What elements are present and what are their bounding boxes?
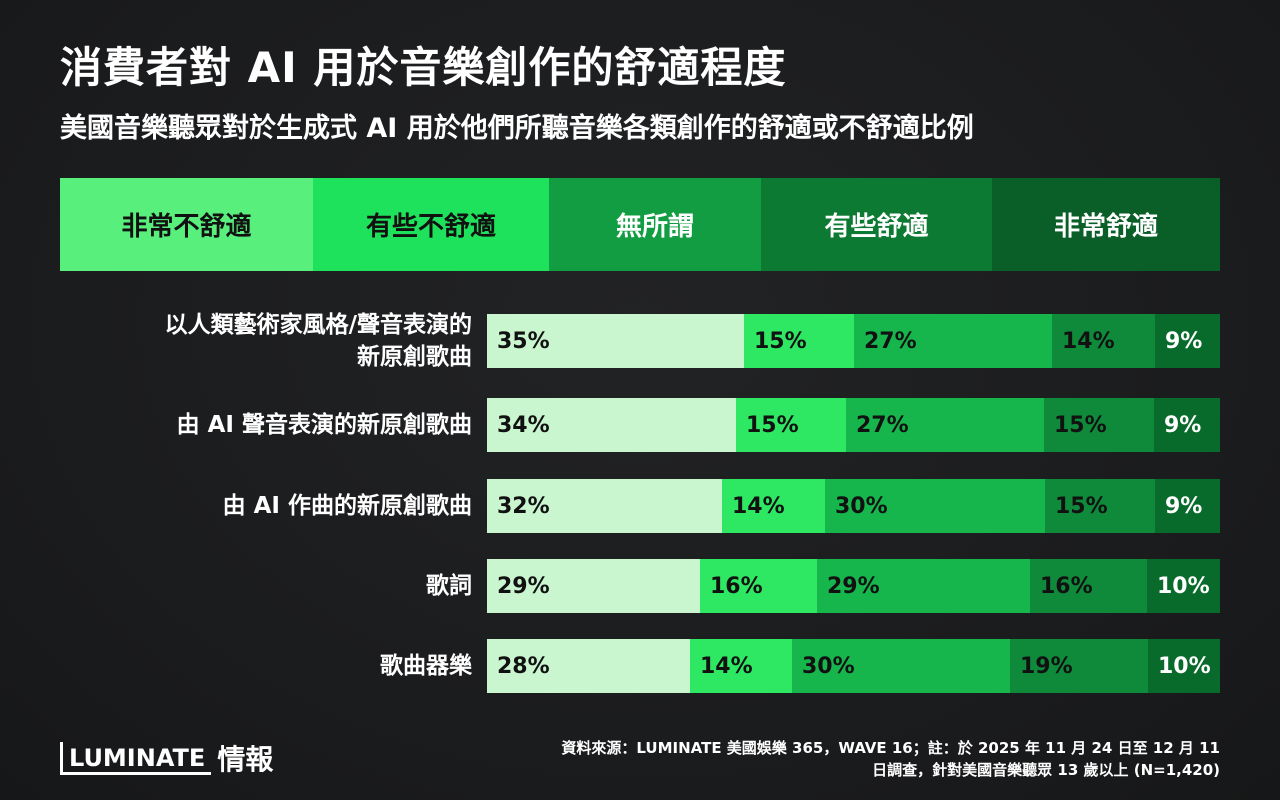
bar-segment: 9%: [1155, 479, 1220, 533]
stacked-bar-2: 34% 15% 27% 15% 9%: [487, 398, 1220, 452]
data-label: 27%: [864, 328, 917, 354]
bar-segment: 16%: [700, 559, 817, 613]
legend-item-4: 有些舒適: [761, 178, 992, 271]
data-label: 27%: [856, 412, 909, 438]
data-label: 16%: [1040, 573, 1093, 599]
row-label-line: 以人類藝術家風格/聲音表演的: [164, 312, 472, 338]
row-label-4: 歌詞: [426, 570, 472, 602]
data-label: 28%: [497, 653, 550, 679]
row-label-5: 歌曲器樂: [380, 650, 472, 682]
data-label: 15%: [754, 328, 807, 354]
legend-item-1: 非常不舒適: [60, 178, 313, 271]
data-label: 9%: [1164, 412, 1202, 438]
source-line-1: 資料來源：LUMINATE 美國娛樂 365，WAVE 16；註：於 2025 …: [561, 739, 1220, 757]
legend: 非常不舒適 有些不舒適 無所謂 有些舒適 非常舒適: [60, 178, 1220, 271]
bar-segment: 10%: [1147, 559, 1220, 613]
row-label-line: 新原創歌曲: [357, 344, 472, 370]
bar-segment: 10%: [1148, 639, 1220, 693]
bar-segment: 16%: [1030, 559, 1147, 613]
bar-segment: 35%: [487, 314, 744, 368]
row-label-line: 歌曲器樂: [380, 653, 472, 679]
bar-segment: 15%: [736, 398, 846, 452]
legend-item-3: 無所謂: [549, 178, 761, 271]
data-label: 14%: [700, 653, 753, 679]
data-label: 29%: [827, 573, 880, 599]
bar-segment: 27%: [854, 314, 1052, 368]
data-label: 30%: [835, 493, 888, 519]
data-label: 34%: [497, 412, 550, 438]
row-label-2: 由 AI 聲音表演的新原創歌曲: [177, 409, 472, 441]
data-label: 32%: [497, 493, 550, 519]
logo-wordmark: LUMINATE: [60, 741, 212, 775]
stacked-bar-4: 29% 16% 29% 16% 10%: [487, 559, 1220, 613]
data-label: 16%: [710, 573, 763, 599]
data-label: 15%: [1054, 412, 1107, 438]
source-line-2: 日調查，針對美國音樂聽眾 13 歲以上 (N=1,420): [872, 761, 1220, 779]
bar-segment: 34%: [487, 398, 736, 452]
bar-segment: 15%: [744, 314, 854, 368]
bar-segment: 15%: [1044, 398, 1154, 452]
data-label: 10%: [1158, 653, 1211, 679]
bar-segment: 29%: [487, 559, 700, 613]
data-label: 15%: [1055, 493, 1108, 519]
bar-segment: 14%: [690, 639, 792, 693]
data-label: 15%: [746, 412, 799, 438]
stacked-bar-5: 28% 14% 30% 19% 10%: [487, 639, 1220, 693]
chart-title: 消費者對 AI 用於音樂創作的舒適程度: [60, 43, 787, 92]
luminate-logo: LUMINATE 情報: [60, 738, 273, 778]
data-label: 14%: [1062, 328, 1115, 354]
bar-segment: 14%: [1052, 314, 1155, 368]
data-label: 19%: [1020, 653, 1073, 679]
bar-segment: 30%: [792, 639, 1010, 693]
bar-segment: 9%: [1155, 314, 1220, 368]
stacked-bar-1: 35% 15% 27% 14% 9%: [487, 314, 1220, 368]
bar-segment: 27%: [846, 398, 1044, 452]
data-label: 35%: [497, 328, 550, 354]
data-label: 14%: [732, 493, 785, 519]
data-label: 30%: [802, 653, 855, 679]
chart-subtitle: 美國音樂聽眾對於生成式 AI 用於他們所聽音樂各類創作的舒適或不舒適比例: [60, 113, 974, 144]
bar-segment: 15%: [1045, 479, 1155, 533]
legend-item-5: 非常舒適: [992, 178, 1220, 271]
row-label-line: 歌詞: [426, 573, 472, 599]
data-label: 9%: [1165, 493, 1203, 519]
source-note: 資料來源：LUMINATE 美國娛樂 365，WAVE 16；註：於 2025 …: [520, 737, 1220, 781]
bar-segment: 9%: [1154, 398, 1220, 452]
bar-segment: 29%: [817, 559, 1030, 613]
data-label: 10%: [1157, 573, 1210, 599]
row-label-1: 以人類藝術家風格/聲音表演的新原創歌曲: [165, 309, 472, 373]
row-label-line: 由 AI 作曲的新原創歌曲: [222, 493, 472, 519]
row-label-3: 由 AI 作曲的新原創歌曲: [223, 490, 472, 522]
bar-segment: 28%: [487, 639, 690, 693]
legend-item-2: 有些不舒適: [313, 178, 549, 271]
data-label: 29%: [497, 573, 550, 599]
bar-segment: 14%: [722, 479, 825, 533]
bar-segment: 30%: [825, 479, 1045, 533]
row-label-line: 由 AI 聲音表演的新原創歌曲: [176, 412, 472, 438]
bar-segment: 32%: [487, 479, 722, 533]
logo-suffix: 情報: [217, 743, 274, 776]
stacked-bar-3: 32% 14% 30% 15% 9%: [487, 479, 1220, 533]
data-label: 9%: [1165, 328, 1203, 354]
bar-segment: 19%: [1010, 639, 1148, 693]
